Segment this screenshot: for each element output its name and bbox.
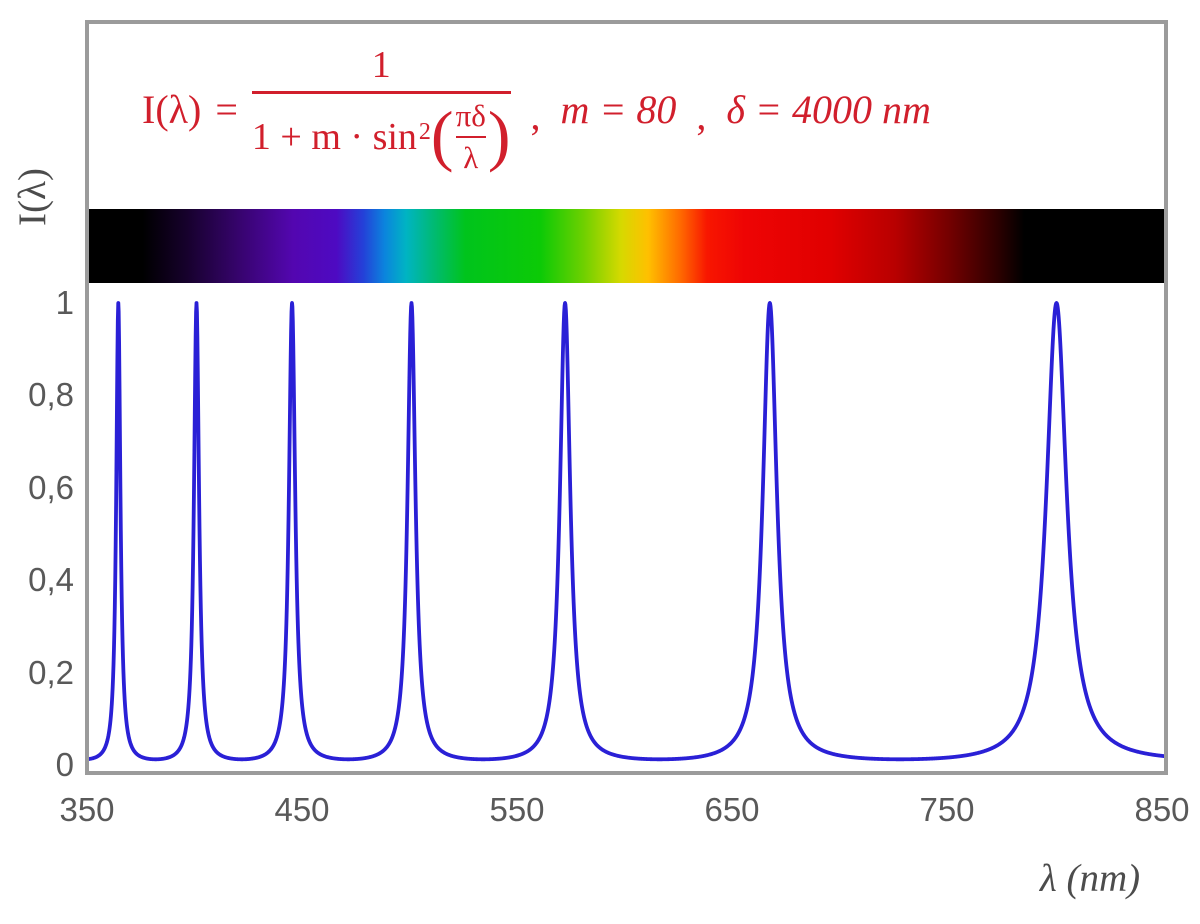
- y-axis-title: I(λ): [11, 168, 54, 226]
- formula-lhs: I(λ): [142, 86, 202, 132]
- open-paren: (: [430, 96, 454, 173]
- x-tick-label: 750: [919, 791, 975, 828]
- x-tick-label: 650: [704, 791, 760, 828]
- x-tick-label: 550: [489, 791, 545, 828]
- param-delta: δ = 4000 nm: [726, 86, 931, 132]
- fraction-numerator: 1: [371, 43, 391, 86]
- fraction-denominator: 1 + m · sin 2 ( πδ λ ): [252, 98, 511, 176]
- visible-spectrum-bar: [89, 209, 1164, 283]
- close-paren: ): [487, 96, 511, 173]
- sin-exponent: 2: [418, 119, 431, 145]
- intensity-curve: [89, 301, 1164, 762]
- y-tick-label: 0: [55, 746, 74, 783]
- denominator-text: 1 + m · sin: [251, 115, 417, 158]
- formula-fraction: 1 1 + m · sin 2 ( πδ λ ): [251, 43, 511, 176]
- y-tick-label: 0,2: [28, 653, 74, 691]
- fraction-bar: [251, 90, 511, 94]
- x-tick-label: 850: [1134, 791, 1190, 828]
- plot-area: [89, 301, 1164, 762]
- separator-comma-2: ,: [696, 92, 707, 138]
- x-tick-label: 450: [274, 791, 330, 828]
- x-tick-label: 350: [59, 791, 115, 828]
- plot-frame: [85, 20, 1168, 775]
- inner-denominator: λ: [463, 139, 479, 175]
- y-tick-label: 1: [55, 284, 74, 321]
- y-tick-label: 0,4: [28, 561, 74, 599]
- separator-comma: ,: [530, 92, 541, 138]
- inner-fraction-bar: [455, 135, 486, 138]
- inner-numerator: πδ: [455, 97, 486, 133]
- formula-header: I(λ) = 1 1 + m · sin 2 ( πδ λ ) , m = 80 …: [142, 34, 1132, 184]
- param-m: m = 80: [560, 86, 677, 132]
- inner-fraction: πδ λ: [455, 97, 486, 176]
- x-axis-title: λ (nm): [1039, 857, 1141, 900]
- formula-equals: =: [215, 86, 238, 132]
- y-tick-label: 0,6: [28, 468, 74, 506]
- y-tick-label: 0,8: [28, 376, 74, 414]
